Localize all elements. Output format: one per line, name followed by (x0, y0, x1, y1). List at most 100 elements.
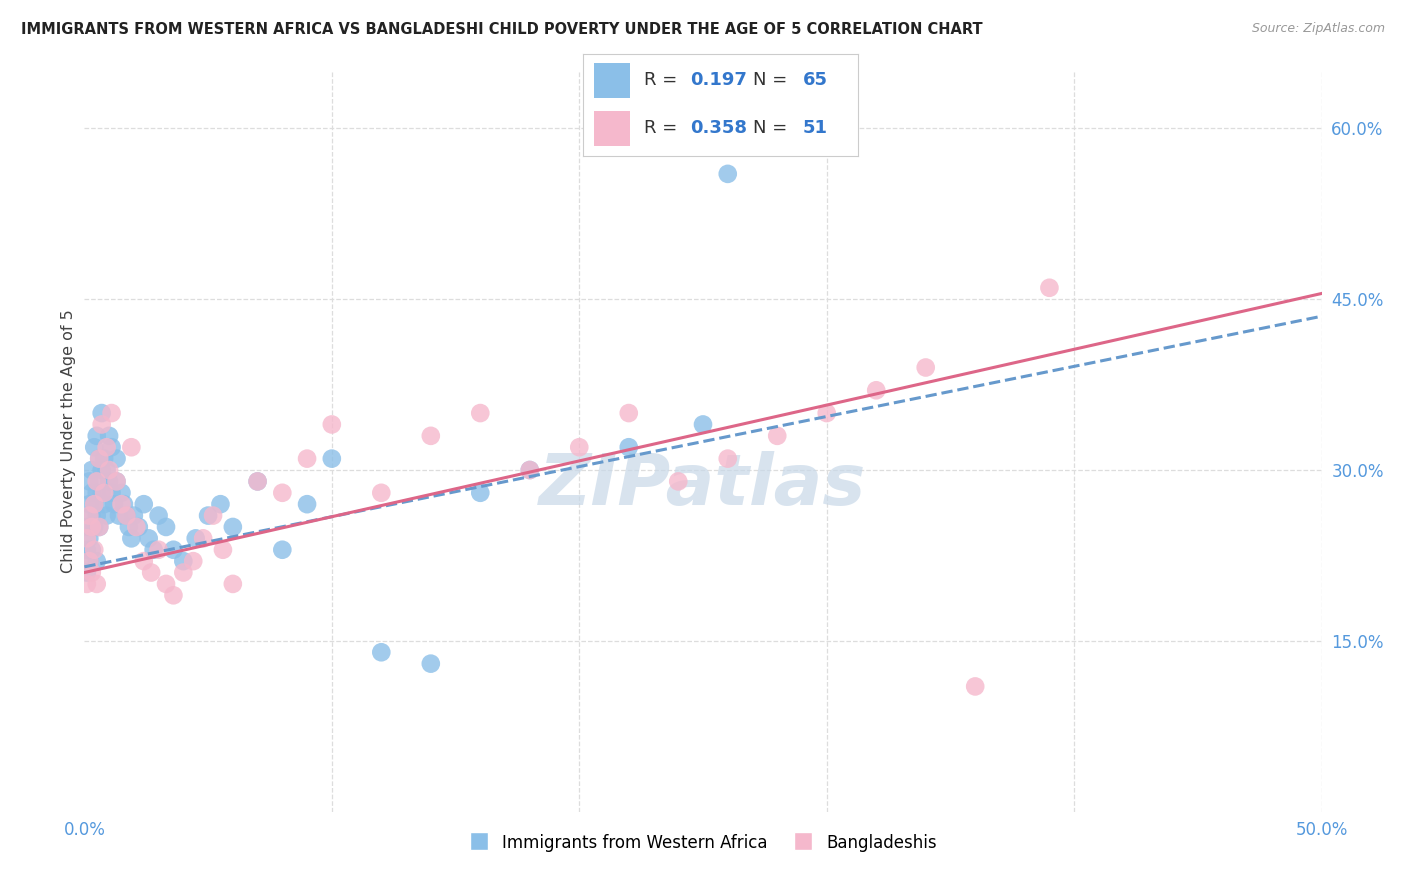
Point (172, 554, 194, 568)
Text: 0.197: 0.197 (690, 71, 748, 89)
Point (98, 429, 121, 443)
Point (155, 577, 177, 591)
Point (246, 475, 269, 489)
Point (108, 508, 131, 523)
FancyBboxPatch shape (595, 111, 630, 145)
Point (568, 440, 591, 454)
Point (914, 360, 936, 375)
Point (617, 406, 640, 420)
Point (148, 508, 170, 523)
Point (120, 532, 142, 546)
Point (89, 451, 111, 466)
Point (184, 532, 207, 546)
Point (197, 508, 219, 523)
Point (132, 554, 155, 568)
Point (79, 532, 101, 546)
Point (96, 463, 118, 477)
Point (271, 542, 294, 557)
Point (865, 384, 887, 398)
Point (815, 406, 838, 420)
Point (370, 645, 392, 659)
Point (112, 497, 135, 511)
Point (155, 520, 177, 534)
Text: IMMIGRANTS FROM WESTERN AFRICA VS BANGLADESHI CHILD POVERTY UNDER THE AGE OF 5 C: IMMIGRANTS FROM WESTERN AFRICA VS BANGLA… (21, 22, 983, 37)
Point (321, 451, 343, 466)
Point (222, 577, 245, 591)
Point (519, 463, 541, 477)
Point (79, 554, 101, 568)
Point (120, 440, 142, 454)
Point (162, 588, 184, 602)
Point (80, 485, 103, 500)
Point (93, 485, 115, 500)
Point (105, 475, 128, 489)
Point (965, 680, 987, 694)
Text: ZIPatlas: ZIPatlas (540, 451, 866, 520)
Point (96, 440, 118, 454)
Point (76, 532, 98, 546)
Point (76, 577, 98, 591)
Point (295, 497, 318, 511)
Point (419, 657, 441, 671)
Point (79, 475, 101, 489)
Point (89, 475, 111, 489)
Text: Source: ZipAtlas.com: Source: ZipAtlas.com (1251, 22, 1385, 36)
Point (80, 520, 103, 534)
Point (86, 508, 108, 523)
Legend: Immigrants from Western Africa, Bangladeshis: Immigrants from Western Africa, Banglade… (463, 826, 943, 859)
Point (76, 520, 98, 534)
Point (90, 485, 112, 500)
Point (115, 508, 138, 523)
Point (86, 475, 108, 489)
Point (98, 463, 121, 477)
Point (419, 429, 441, 443)
Point (86, 429, 108, 443)
Point (83, 497, 105, 511)
Point (115, 508, 138, 523)
Point (202, 508, 225, 523)
Point (86, 485, 108, 500)
Point (110, 485, 132, 500)
Point (100, 485, 122, 500)
Point (212, 542, 235, 557)
Text: N =: N = (754, 71, 793, 89)
Point (125, 520, 148, 534)
Point (246, 475, 269, 489)
Point (100, 440, 122, 454)
Point (90, 463, 112, 477)
Point (617, 440, 640, 454)
Point (79, 497, 101, 511)
Point (172, 566, 194, 580)
Point (138, 532, 160, 546)
Point (80, 566, 103, 580)
Point (717, 167, 740, 181)
Point (191, 532, 214, 546)
Point (470, 485, 492, 500)
Point (76, 566, 98, 580)
Point (79, 554, 101, 568)
Point (98, 475, 121, 489)
Point (105, 451, 128, 466)
Point (142, 542, 165, 557)
Point (271, 485, 294, 500)
Point (80, 508, 103, 523)
Point (118, 520, 141, 534)
Point (717, 451, 740, 466)
Point (128, 520, 150, 534)
Point (105, 475, 128, 489)
Point (122, 508, 145, 523)
Point (519, 463, 541, 477)
Point (209, 497, 232, 511)
Point (141, 566, 163, 580)
Point (132, 497, 155, 511)
Point (148, 542, 170, 557)
Point (93, 497, 115, 511)
Point (76, 542, 98, 557)
Text: 65: 65 (803, 71, 828, 89)
Point (89, 451, 111, 466)
Point (666, 475, 689, 489)
Text: N =: N = (754, 120, 793, 137)
FancyBboxPatch shape (595, 62, 630, 97)
Point (90, 406, 112, 420)
Point (80, 542, 103, 557)
